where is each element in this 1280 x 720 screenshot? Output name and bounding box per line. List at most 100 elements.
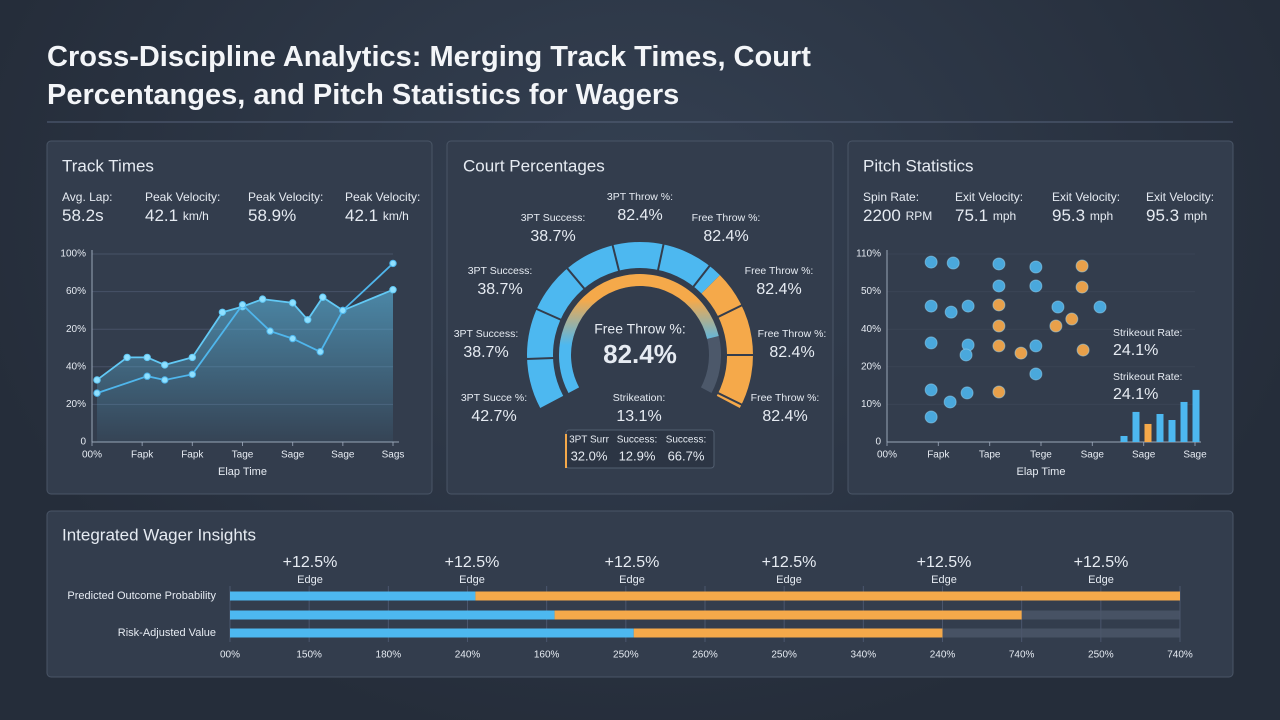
stat-label: Exit Velocity:	[955, 190, 1023, 204]
point	[238, 301, 247, 309]
stat-unit: km/h	[383, 209, 409, 223]
bar	[554, 610, 1022, 620]
stat-label: Peak Velocity:	[248, 190, 323, 204]
gauge-separator	[692, 264, 711, 288]
point	[924, 336, 938, 350]
stat-number: 42.1	[345, 206, 378, 225]
x-tick-label: Fapk	[181, 450, 204, 461]
stat-value: 95.3 mph	[1052, 206, 1113, 225]
x-tick-label: 250%	[613, 650, 639, 661]
x-tick-label: 250%	[771, 650, 797, 661]
point	[143, 353, 151, 362]
x-tick-label: 00%	[220, 650, 240, 661]
point	[992, 319, 1006, 333]
annotation-label: Strikeout Rate:	[1113, 327, 1182, 339]
x-tick-label: 180%	[376, 650, 402, 661]
bar	[1168, 420, 1176, 442]
point	[389, 259, 397, 268]
y-tick-label: 60%	[66, 286, 86, 297]
x-tick-label: Tege	[1030, 450, 1052, 461]
x-tick-label: Fapk	[927, 450, 950, 461]
annotation-value: 13.1%	[616, 408, 661, 425]
stat-value: 42.1 km/h	[345, 206, 409, 225]
y-tick-label: Predicted Outcome Probability	[67, 590, 216, 602]
line	[96, 262, 394, 394]
point	[188, 370, 197, 379]
stat-value: 58.2s	[62, 206, 104, 225]
panel-title: Integrated Wager Insights	[62, 525, 256, 544]
x-axis-title: Elap Time	[1017, 466, 1066, 478]
area	[97, 289, 394, 442]
annotation-label: Free Throw %:	[758, 328, 827, 340]
point	[304, 316, 312, 324]
point	[1049, 319, 1063, 333]
point	[992, 279, 1006, 293]
point	[943, 395, 957, 409]
annotation-label: Strikeout Rate:	[1113, 371, 1182, 383]
annotation-label: Free Throw %:	[751, 392, 820, 404]
bar	[1120, 435, 1128, 442]
gauge-separator	[535, 307, 562, 321]
y-tick-label: 110%	[856, 249, 881, 260]
point	[992, 298, 1006, 312]
gauge-label: Free Throw %:	[594, 321, 686, 337]
annotation-value: 82.4%	[703, 228, 748, 245]
x-tick-label: Sage	[1081, 450, 1105, 461]
y-tick-label: 10%	[861, 399, 881, 410]
point	[1093, 300, 1107, 314]
x-tick-label: 340%	[851, 650, 877, 661]
annotation-value: 24.1%	[1113, 342, 1158, 359]
point	[218, 308, 227, 316]
x-tick-label: Tage	[232, 450, 254, 461]
stat-value: 58.9%	[248, 206, 296, 225]
stat-label: Spin Rate:	[863, 190, 919, 204]
x-tick-label: 250%	[1088, 650, 1114, 661]
edge-value: +12.5%	[605, 554, 660, 571]
x-tick-label: 00%	[82, 450, 102, 461]
point	[1075, 280, 1089, 294]
point	[924, 383, 938, 397]
edge-value: +12.5%	[445, 554, 500, 571]
gauge-ring	[701, 275, 753, 409]
stat-number: 95.3	[1146, 206, 1179, 225]
table-cell: 12.9%	[619, 448, 656, 463]
annotation-label: 3PT Success:	[454, 328, 519, 340]
point	[1075, 259, 1089, 273]
bar	[1156, 413, 1164, 442]
gauge-separator	[611, 244, 621, 272]
y-tick-label: 20%	[861, 361, 881, 372]
y-tick-label: 50%	[861, 286, 881, 297]
stat-unit: mph	[1090, 209, 1113, 223]
annotation-label: Free Throw %:	[692, 212, 761, 224]
point	[1014, 346, 1028, 360]
annotation-label: 3PT Success:	[521, 212, 586, 224]
x-tick-label: Sags	[382, 450, 405, 461]
gauge-separator	[526, 357, 555, 360]
annotation-value: 24.1%	[1113, 386, 1158, 403]
y-tick-label: 100%	[60, 249, 86, 260]
edge-value: +12.5%	[283, 554, 338, 571]
annotation-label: Strikeation:	[613, 392, 666, 404]
point	[924, 410, 938, 424]
table-cell: 32.0%	[571, 448, 608, 463]
bar	[230, 591, 476, 601]
edge-value: +12.5%	[1074, 554, 1129, 571]
table-cell: 66.7%	[668, 448, 705, 463]
stat-number: 75.1	[955, 206, 988, 225]
annotation-label: 3PT Succe %:	[461, 392, 527, 404]
x-tick-label: Sage	[1132, 450, 1156, 461]
point	[161, 361, 169, 369]
point	[143, 372, 151, 380]
stat-label: Avg. Lap:	[62, 190, 112, 204]
annotation-value: 42.7%	[471, 408, 516, 425]
stat-label: Peak Velocity:	[145, 190, 220, 204]
point	[959, 348, 973, 362]
stat-value: 2200 RPM	[863, 206, 932, 225]
point	[992, 385, 1006, 399]
stat-value: 95.3 mph	[1146, 206, 1207, 225]
x-tick-label: 150%	[296, 650, 322, 661]
x-tick-label: 260%	[692, 650, 718, 661]
stat-unit: km/h	[183, 209, 209, 223]
bar	[1192, 389, 1200, 442]
